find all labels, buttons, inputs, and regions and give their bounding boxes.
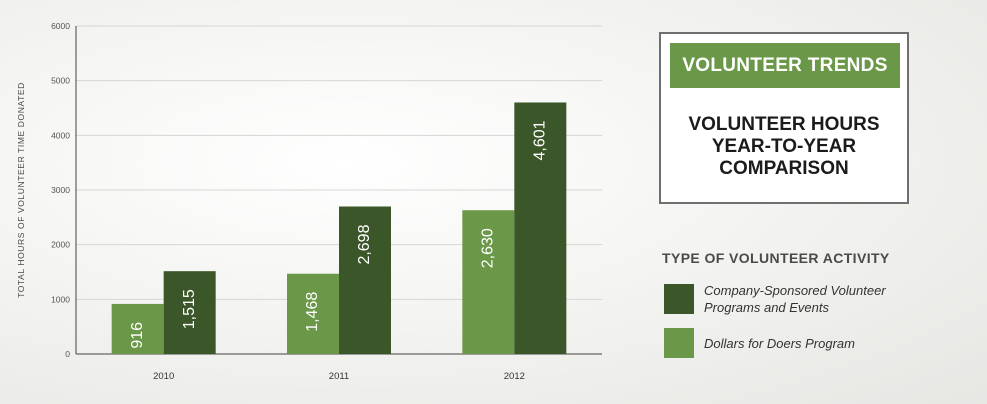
bar-value-label: 2,630: [480, 228, 497, 268]
x-tick-label: 2011: [329, 371, 349, 382]
bar: [514, 102, 567, 354]
legend-label-dollars-for-doers: Dollars for Doers Program: [704, 335, 855, 351]
bar-value-label: 1,515: [181, 289, 198, 329]
y-tick-label: 4000: [51, 130, 70, 140]
title-banner: VOLUNTEER TRENDS: [670, 43, 900, 88]
bar: [163, 271, 216, 354]
bar-value-label: 916: [129, 322, 146, 349]
y-axis-label: TOTAL HOURS OF VOLUNTEER TIME DONATED: [16, 82, 26, 298]
y-tick-label: 3000: [51, 185, 70, 195]
chart-title-line-3: COMPARISON: [719, 158, 849, 179]
bar-chart: 0 1000 2000 3000 4000 5000 6000 916 1,515 2010 1,4…: [51, 21, 602, 382]
bar-value-label: 1,468: [304, 292, 321, 332]
bar-value-label: 2,698: [356, 224, 373, 264]
bar: [462, 210, 515, 354]
y-tick-label: 6000: [51, 21, 70, 31]
legend-label-line-1: Company-Sponsored Volunteer: [704, 283, 886, 298]
bar: [111, 303, 164, 354]
legend-title: TYPE OF VOLUNTEER ACTIVITY: [662, 250, 890, 266]
y-tick-label: 1000: [51, 294, 70, 304]
y-tick-label: 0: [65, 349, 70, 359]
y-tick-label: 5000: [51, 76, 70, 86]
bar-value-label: 4,601: [532, 120, 549, 160]
x-tick-label: 2012: [504, 371, 525, 382]
legend-label-line-2: Programs and Events: [704, 300, 830, 315]
chart-title-line-2: YEAR-TO-YEAR: [711, 136, 857, 157]
legend-label-company-sponsored: Company-Sponsored Volunteer Programs and…: [704, 282, 886, 316]
bar: [287, 273, 339, 354]
chart-title-line-1: VOLUNTEER HOURS: [688, 114, 880, 135]
legend-swatch-company-sponsored: [664, 284, 694, 314]
title-box: VOLUNTEER TRENDS VOLUNTEER HOURS YEAR-TO…: [659, 32, 909, 204]
x-tick-label: 2010: [153, 371, 174, 382]
bar: [339, 206, 391, 354]
legend-swatch-dollars-for-doers: [664, 328, 694, 358]
legend-item-dollars-for-doers: Dollars for Doers Program: [664, 328, 855, 358]
legend-item-company-sponsored: Company-Sponsored Volunteer Programs and…: [664, 282, 886, 316]
chart-title: VOLUNTEER HOURS YEAR-TO-YEAR COMPARISON: [665, 114, 903, 180]
y-tick-label: 2000: [51, 240, 70, 250]
